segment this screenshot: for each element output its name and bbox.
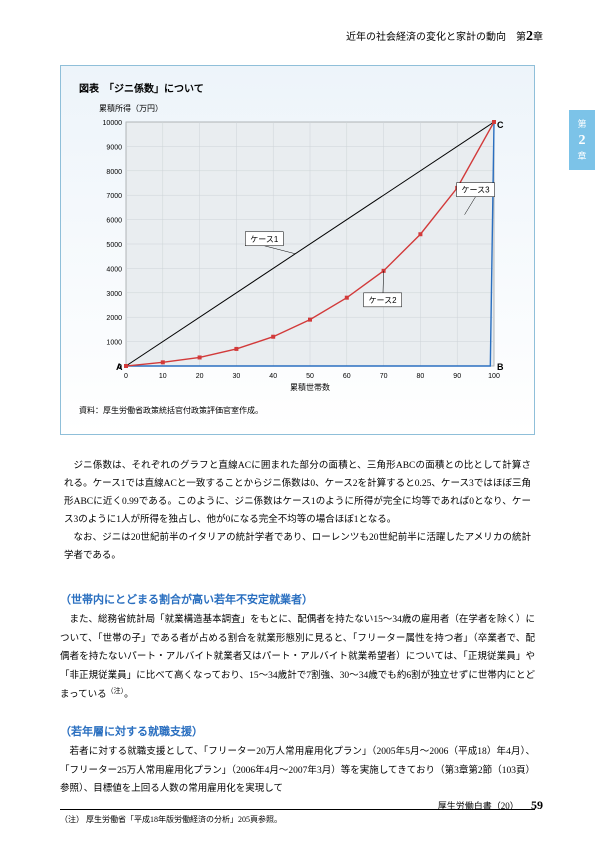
section2-heading: （若年層に対する就職支援） bbox=[60, 723, 535, 739]
section1-heading: （世帯内にとどまる割合が高い若年不安定就業者） bbox=[60, 591, 535, 607]
svg-text:7000: 7000 bbox=[106, 193, 122, 200]
svg-text:50: 50 bbox=[306, 373, 314, 380]
header-chapter-num: 2 bbox=[526, 29, 533, 44]
desc-p1: ジニ係数は、それぞれのグラフと直線ACに囲まれた部分の面積と、三角形ABCの面積… bbox=[64, 457, 531, 529]
section1-body: また、総務省統計局「就業構造基本調査」をもとに、配偶者を持たない15～34歳の雇… bbox=[60, 611, 535, 705]
svg-text:40: 40 bbox=[269, 373, 277, 380]
svg-text:70: 70 bbox=[379, 373, 387, 380]
svg-text:C: C bbox=[497, 120, 504, 130]
svg-text:3000: 3000 bbox=[106, 291, 122, 298]
page-footer: 厚生労働白書（20） 59 bbox=[438, 798, 543, 813]
footer-page-num: 59 bbox=[531, 798, 543, 812]
svg-text:10: 10 bbox=[158, 373, 166, 380]
svg-text:60: 60 bbox=[342, 373, 350, 380]
chart-source-note: 資料：厚生労働省政策統括官付政策評価官室作成。 bbox=[79, 405, 516, 416]
svg-text:100: 100 bbox=[488, 373, 500, 380]
svg-text:ケース3: ケース3 bbox=[461, 186, 490, 195]
svg-text:20: 20 bbox=[195, 373, 203, 380]
header-prefix: 近年の社会経済の変化と家計の動向 第 bbox=[346, 32, 526, 43]
footer-book: 厚生労働白書（20） bbox=[438, 801, 519, 811]
chart-title: 図表 「ジニ係数」について bbox=[79, 80, 516, 95]
svg-text:0: 0 bbox=[124, 373, 128, 380]
footnote-text: 厚生労働省「平成18年版労働経済の分析」205頁参照。 bbox=[86, 815, 282, 824]
svg-text:90: 90 bbox=[453, 373, 461, 380]
svg-text:累積世帯数: 累積世帯数 bbox=[290, 382, 330, 392]
svg-text:2000: 2000 bbox=[106, 315, 122, 322]
y-axis-unit-label: 累積所得（万円） bbox=[99, 103, 516, 114]
svg-text:80: 80 bbox=[416, 373, 424, 380]
svg-text:6000: 6000 bbox=[106, 218, 122, 225]
side-tab-top: 第 bbox=[577, 119, 586, 129]
chart-panel: 図表 「ジニ係数」について 累積所得（万円） 0 1000 2000 3000 4000… bbox=[60, 65, 535, 435]
svg-text:5000: 5000 bbox=[106, 242, 122, 249]
gini-chart: 0 1000 2000 3000 4000 5000 6000 7000 8000 9000 100… bbox=[88, 116, 508, 396]
svg-text:9000: 9000 bbox=[106, 144, 122, 151]
svg-text:B: B bbox=[497, 362, 504, 372]
desc-p2: なお、ジニは20世紀前半のイタリアの統計学者であり、ローレンツも20世紀前半に活… bbox=[64, 529, 531, 565]
header-suffix: 章 bbox=[533, 32, 543, 43]
side-tab-num: 2 bbox=[569, 131, 595, 151]
svg-text:ケース2: ケース2 bbox=[368, 296, 397, 305]
page-header: 近年の社会経済の変化と家計の動向 第2章 bbox=[0, 0, 595, 45]
section2-body: 若者に対する就職支援として、「フリーター20万人常用雇用化プラン」（2005年5… bbox=[60, 743, 535, 799]
svg-text:30: 30 bbox=[232, 373, 240, 380]
svg-text:4000: 4000 bbox=[106, 266, 122, 273]
side-tab-bottom: 章 bbox=[577, 151, 586, 161]
footnote-label: （注） bbox=[60, 815, 84, 824]
svg-text:8000: 8000 bbox=[106, 169, 122, 176]
svg-text:10000: 10000 bbox=[102, 120, 122, 127]
chart-description: ジニ係数は、それぞれのグラフと直線ACに囲まれた部分の面積と、三角形ABCの面積… bbox=[60, 449, 535, 573]
svg-text:1000: 1000 bbox=[106, 340, 122, 347]
side-tab: 第 2 章 bbox=[569, 110, 595, 170]
svg-text:A: A bbox=[116, 362, 123, 372]
svg-text:ケース1: ケース1 bbox=[250, 235, 279, 244]
